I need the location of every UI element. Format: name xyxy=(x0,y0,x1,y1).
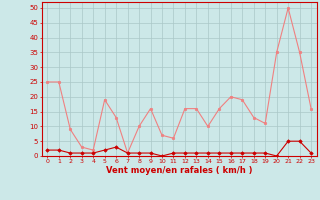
X-axis label: Vent moyen/en rafales ( km/h ): Vent moyen/en rafales ( km/h ) xyxy=(106,166,252,175)
